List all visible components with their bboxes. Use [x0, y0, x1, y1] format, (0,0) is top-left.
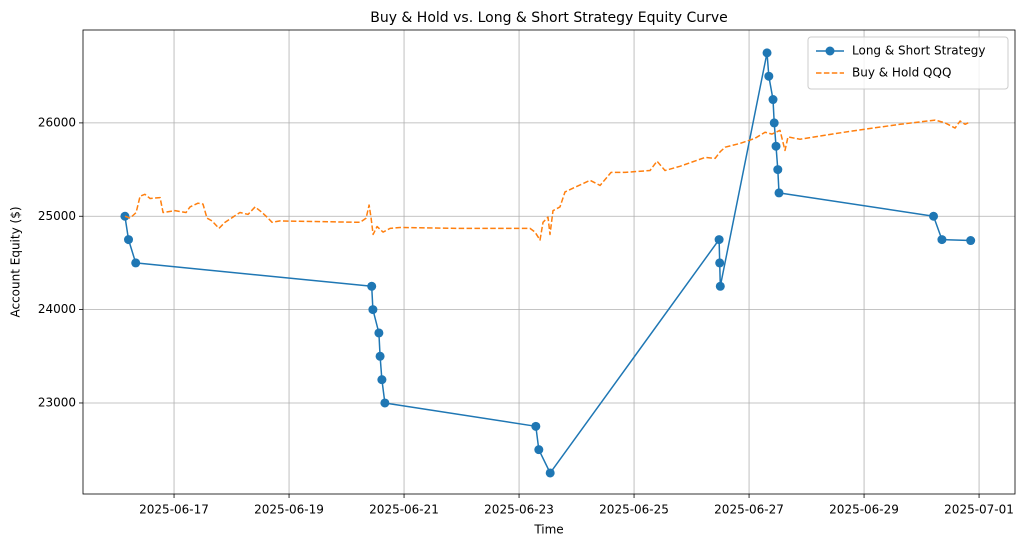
- data-point: [774, 188, 784, 198]
- data-point: [531, 421, 541, 431]
- data-point: [966, 236, 976, 246]
- data-point: [773, 165, 783, 175]
- x-tick-label: 2025-06-17: [139, 503, 209, 517]
- data-point: [375, 351, 385, 361]
- x-tick-label: 2025-06-25: [599, 503, 669, 517]
- data-point: [534, 445, 544, 455]
- x-tick-label: 2025-06-19: [254, 503, 324, 517]
- x-tick-label: 2025-06-29: [829, 503, 899, 517]
- legend-label: Long & Short Strategy: [852, 44, 985, 58]
- y-tick-label: 25000: [38, 209, 76, 223]
- grid: [83, 30, 1015, 494]
- data-point: [715, 258, 725, 268]
- series-line: [124, 52, 971, 474]
- x-tick-label: 2025-06-27: [714, 503, 784, 517]
- x-tick-label: 2025-07-01: [944, 503, 1014, 517]
- y-tick-label: 24000: [38, 302, 76, 316]
- data-point: [929, 211, 939, 221]
- data-point: [124, 235, 134, 245]
- data-point: [715, 281, 725, 291]
- data-point: [367, 281, 377, 291]
- series-line: [124, 119, 971, 241]
- y-tick-label: 26000: [38, 115, 76, 129]
- plot-frame: [82, 29, 1016, 495]
- data-point: [377, 375, 387, 385]
- data-point: [374, 328, 384, 338]
- y-tick-label: 23000: [38, 395, 76, 409]
- legend-box: [807, 36, 1009, 90]
- data-point: [769, 118, 779, 128]
- y-axis-label: Account Equity ($): [9, 206, 23, 317]
- x-axis-label: Time: [533, 523, 563, 537]
- legend-label: Buy & Hold QQQ: [852, 66, 951, 80]
- legend-marker: [825, 46, 835, 56]
- x-tick-label: 2025-06-21: [369, 503, 439, 517]
- data-point: [714, 235, 724, 245]
- data-point: [545, 468, 555, 478]
- data-point: [762, 48, 772, 58]
- legend: Long & Short Strategy Buy & Hold QQQ: [807, 36, 1009, 90]
- data-point: [764, 71, 774, 81]
- data-point: [771, 141, 781, 151]
- data-point: [131, 258, 141, 268]
- x-tick-label: 2025-06-23: [484, 503, 554, 517]
- data-point: [937, 235, 947, 245]
- data-point: [380, 398, 390, 408]
- chart-title: Buy & Hold vs. Long & Short Strategy Equ…: [370, 10, 728, 26]
- data-point: [768, 95, 778, 105]
- data-point: [368, 305, 378, 315]
